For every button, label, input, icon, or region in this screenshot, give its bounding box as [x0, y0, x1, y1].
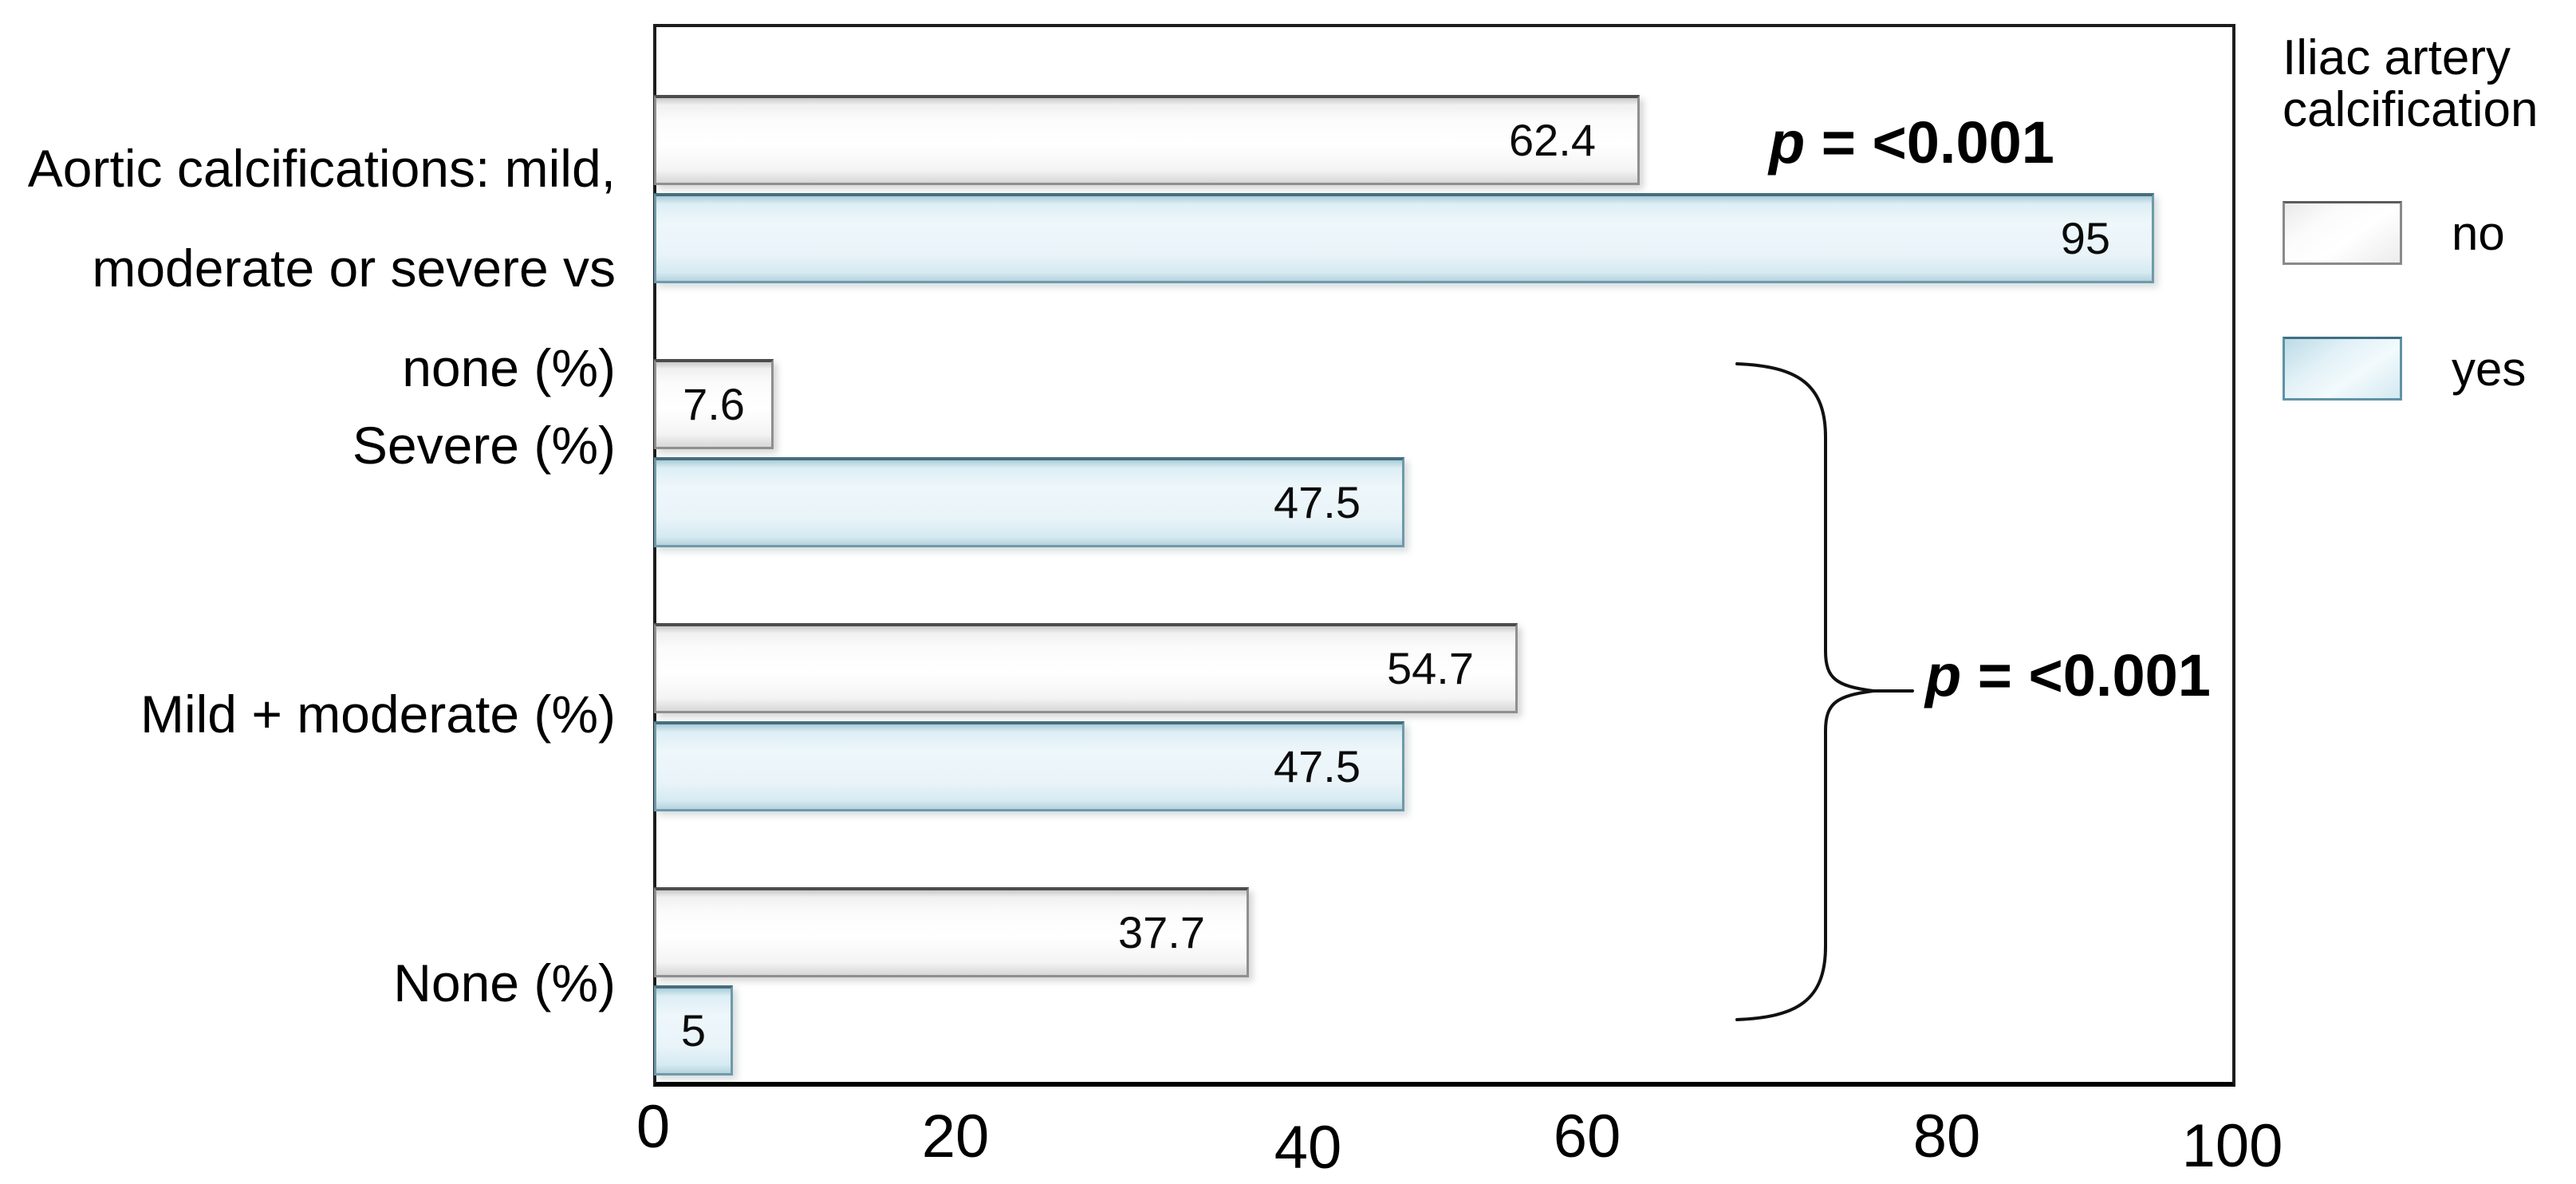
bar-value-label: 62.4: [1509, 115, 1596, 165]
bar-no-1: 7.6: [654, 359, 774, 449]
x-tick-0: 0: [636, 1093, 671, 1161]
p-value-top: p = <0.001: [1769, 113, 2054, 172]
p-value-text: = <0.001: [1805, 109, 2054, 176]
category-label-line: None (%): [393, 953, 616, 1012]
bar-value-label: 47.5: [1274, 741, 1361, 791]
bar-value-label: 47.5: [1274, 477, 1361, 527]
x-tick-40: 40: [1274, 1114, 1342, 1182]
bar-yes-1: 47.5: [654, 457, 1404, 547]
x-tick-100: 100: [2181, 1112, 2283, 1180]
category-label-line: none (%): [402, 338, 616, 398]
bar-yes-3: 5: [654, 985, 733, 1075]
bar-value-label: 95: [2060, 213, 2110, 263]
legend-swatch-no: [2283, 201, 2402, 265]
bar-no-0: 62.4: [654, 95, 1640, 185]
bar-value-label: 37.7: [1118, 907, 1205, 957]
category-label-line: Mild + moderate (%): [140, 684, 616, 744]
bar-value-label: 5: [680, 1005, 707, 1056]
x-tick-60: 60: [1553, 1103, 1621, 1170]
bar-value-label: 7.6: [683, 379, 745, 429]
legend-item-no: no: [2283, 201, 2505, 265]
bar-yes-2: 47.5: [654, 721, 1404, 811]
legend-title: Iliac artery calcification: [2283, 32, 2570, 136]
legend-label-no: no: [2452, 206, 2505, 260]
category-label-line: moderate or severe vs: [92, 238, 616, 298]
bar-no-2: 54.7: [654, 623, 1518, 713]
p-symbol: p: [1925, 642, 1962, 708]
legend-swatch-yes: [2283, 337, 2402, 401]
bar-value-label: 54.7: [1387, 643, 1474, 693]
category-label-2: Mild + moderate (%): [0, 665, 616, 764]
legend-title-line1: Iliac artery: [2283, 30, 2511, 85]
legend-title-line2: calcification: [2283, 82, 2539, 138]
legend-item-yes: yes: [2283, 337, 2526, 401]
x-tick-80: 80: [1912, 1103, 1981, 1170]
category-label-3: None (%): [0, 933, 616, 1033]
category-label-line: Aortic calcifications: mild,: [27, 138, 616, 198]
p-symbol: p: [1769, 109, 1806, 176]
category-label-1: Severe (%): [0, 396, 616, 495]
bar-yes-0: 95: [654, 193, 2154, 283]
p-value-bottom: p = <0.001: [1925, 646, 2211, 705]
legend: Iliac artery calcification no yes: [2283, 32, 2570, 401]
x-tick-20: 20: [921, 1103, 990, 1170]
p-value-text: = <0.001: [1961, 642, 2211, 708]
category-label-0: Aortic calcifications: mild, moderate or …: [0, 119, 616, 419]
bar-no-3: 37.7: [654, 887, 1249, 977]
legend-label-yes: yes: [2452, 341, 2527, 396]
category-label-line: Severe (%): [352, 415, 616, 475]
